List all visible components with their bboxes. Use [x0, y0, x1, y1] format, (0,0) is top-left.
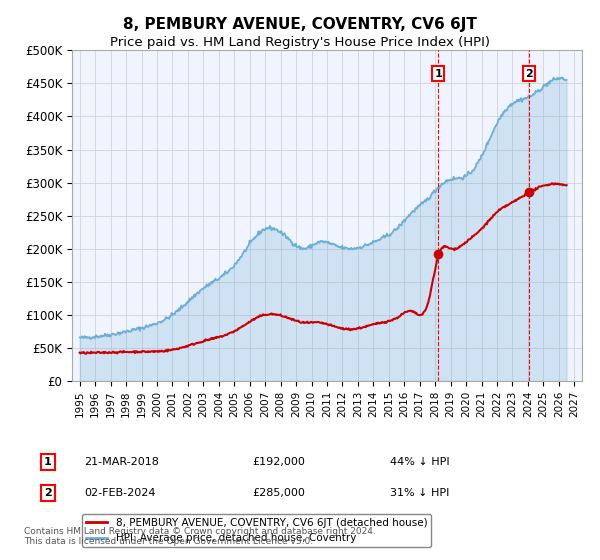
- Text: 31% ↓ HPI: 31% ↓ HPI: [390, 488, 449, 498]
- Text: 02-FEB-2024: 02-FEB-2024: [84, 488, 155, 498]
- Text: 2: 2: [44, 488, 52, 498]
- Text: 21-MAR-2018: 21-MAR-2018: [84, 457, 159, 467]
- Text: 8, PEMBURY AVENUE, COVENTRY, CV6 6JT: 8, PEMBURY AVENUE, COVENTRY, CV6 6JT: [123, 17, 477, 32]
- Text: 2: 2: [526, 68, 533, 78]
- Text: Price paid vs. HM Land Registry's House Price Index (HPI): Price paid vs. HM Land Registry's House …: [110, 36, 490, 49]
- Text: 1: 1: [44, 457, 52, 467]
- Legend: 8, PEMBURY AVENUE, COVENTRY, CV6 6JT (detached house), HPI: Average price, detac: 8, PEMBURY AVENUE, COVENTRY, CV6 6JT (de…: [82, 514, 431, 547]
- Text: £285,000: £285,000: [252, 488, 305, 498]
- Text: 44% ↓ HPI: 44% ↓ HPI: [390, 457, 449, 467]
- Text: £192,000: £192,000: [252, 457, 305, 467]
- Text: Contains HM Land Registry data © Crown copyright and database right 2024.
This d: Contains HM Land Registry data © Crown c…: [24, 526, 376, 546]
- Text: 1: 1: [434, 68, 442, 78]
